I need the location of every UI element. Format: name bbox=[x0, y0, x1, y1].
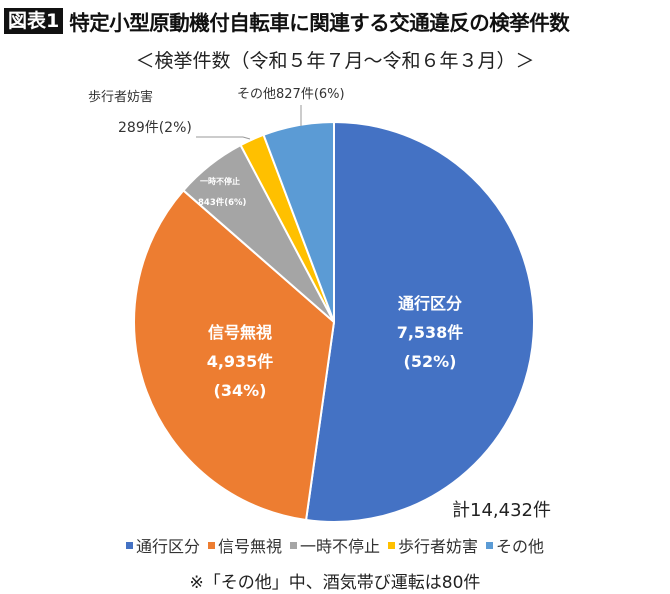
pie-slice-1 bbox=[133, 189, 336, 522]
legend-swatch bbox=[125, 541, 133, 549]
total-label: 計14,432件 bbox=[452, 500, 551, 521]
label-ichiji-name: 一時不停止 bbox=[200, 177, 240, 186]
chart-subtitle: ＜検挙件数（令和５年７月～令和６年３月）＞ bbox=[135, 50, 535, 72]
legend-item: 通行区分 bbox=[125, 533, 200, 557]
label-ichiji-count: 843件(6%) bbox=[198, 198, 247, 208]
legend-item: その他 bbox=[486, 533, 544, 557]
legend-swatch bbox=[486, 541, 494, 549]
legend-item: 歩行者妨害 bbox=[388, 533, 478, 557]
legend-swatch bbox=[289, 541, 297, 549]
label-shingo: 信号無視 4,935件 (34%) bbox=[206, 323, 274, 400]
label-hokosha-name: 歩行者妨害 bbox=[88, 90, 154, 105]
legend-swatch bbox=[388, 541, 395, 549]
label-hokosha-count: 289件(2%) bbox=[118, 120, 192, 136]
legend-item: 一時不停止 bbox=[289, 533, 380, 557]
label-tsuko: 通行区分 7,538件 (52%) bbox=[396, 294, 464, 371]
pie-slice-4 bbox=[262, 120, 335, 323]
legend-item: 信号無視 bbox=[207, 533, 282, 557]
legend-swatch bbox=[207, 541, 215, 549]
pie-slice-0 bbox=[304, 120, 535, 523]
pie-slices bbox=[133, 120, 535, 523]
figure-badge: 図表1 bbox=[4, 8, 64, 34]
chart-title: 特定小型原動機付自転車に関連する交通違反の検挙件数 bbox=[69, 11, 570, 35]
footnote: ※「その他」中、酒気帯び運転は80件 bbox=[189, 573, 481, 593]
chart-title-row: 図表1 特定小型原動機付自転車に関連する交通違反の検挙件数 bbox=[4, 6, 570, 36]
legend: 通行区分 信号無視 一時不停止 歩行者妨害 その他 bbox=[0, 533, 670, 557]
label-sonota: その他827件(6%) bbox=[237, 87, 345, 102]
